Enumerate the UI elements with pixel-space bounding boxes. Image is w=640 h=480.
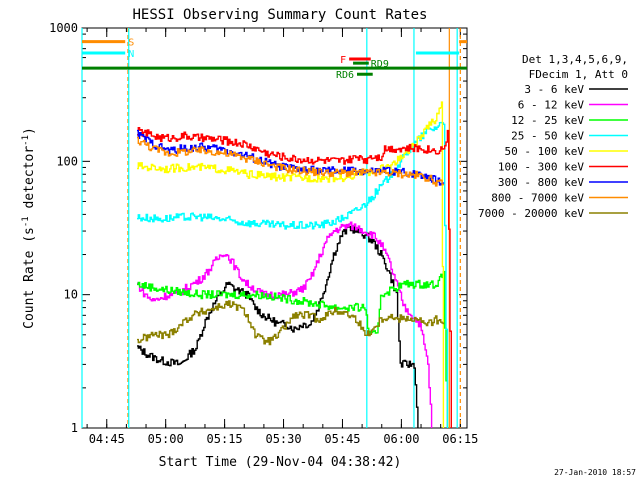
y-axis-label-mid: detector bbox=[22, 146, 37, 217]
y-axis-label: Count Rate (s-1 detector-1) bbox=[21, 127, 37, 329]
flag-label-s: S bbox=[128, 38, 134, 49]
legend-label: 3 - 6 keV bbox=[524, 83, 584, 96]
legend-header-2: FDecim 1, Att 0 bbox=[529, 68, 628, 81]
series-line bbox=[137, 221, 433, 428]
legend-label: 300 - 800 keV bbox=[498, 176, 584, 189]
x-tick-label: 06:15 bbox=[442, 432, 478, 446]
series-line bbox=[137, 127, 452, 428]
flag-label-rd9: RD9 bbox=[371, 59, 389, 70]
series-line bbox=[137, 101, 445, 428]
flag-label-n: N bbox=[128, 49, 134, 60]
series-line bbox=[137, 225, 419, 428]
flag-bars: SN F RD9 RD6 bbox=[82, 38, 467, 81]
flag-label-f: F bbox=[340, 55, 346, 66]
plot-frame bbox=[81, 27, 468, 429]
x-axis-label: Start Time (29-Nov-04 04:38:42) bbox=[159, 455, 402, 470]
legend-label: 25 - 50 keV bbox=[511, 130, 584, 143]
y-tick-label: 1000 bbox=[49, 21, 78, 35]
legend: Det 1,3,4,5,6,9, FDecim 1, Att 0 3 - 6 k… bbox=[478, 53, 628, 220]
series-line bbox=[137, 270, 449, 428]
vertical-markers bbox=[81, 28, 461, 428]
legend-label: 12 - 25 keV bbox=[511, 114, 584, 127]
legend-items: 3 - 6 keV 6 - 12 keV 12 - 25 keV 25 - 50 ke… bbox=[478, 83, 628, 220]
legend-header-1: Det 1,3,4,5,6,9, bbox=[522, 53, 628, 66]
y-tick-label: 100 bbox=[56, 154, 78, 168]
y-axis: 1 10 100 1000 bbox=[49, 21, 467, 435]
y-tick-label: 1 bbox=[71, 421, 78, 435]
x-tick-label: 06:00 bbox=[383, 432, 419, 446]
x-tick-label: 04:45 bbox=[89, 432, 125, 446]
plot-area bbox=[81, 27, 468, 429]
x-tick-label: 05:30 bbox=[265, 432, 301, 446]
y-axis-label-main: Count Rate (s bbox=[22, 227, 37, 329]
x-tick-label: 05:00 bbox=[148, 432, 184, 446]
legend-label: 50 - 100 keV bbox=[505, 145, 585, 158]
x-axis: 04:45 05:00 05:15 05:30 05:45 06:00 06:15 bbox=[86, 28, 478, 446]
y-axis-label-sup1: -1 bbox=[21, 216, 31, 227]
x-tick-label: 05:15 bbox=[207, 432, 243, 446]
footer-timestamp: 27-Jan-2010 18:57 bbox=[554, 468, 636, 477]
legend-label: 7000 - 20000 keV bbox=[478, 207, 584, 220]
chart-title: HESSI Observing Summary Count Rates bbox=[132, 7, 427, 23]
y-axis-label-sup2: -1 bbox=[21, 135, 31, 146]
x-tick-label: 05:45 bbox=[324, 432, 360, 446]
legend-label: 800 - 7000 keV bbox=[491, 192, 584, 205]
flag-label-rd6: RD6 bbox=[336, 70, 354, 81]
y-axis-label-end: ) bbox=[22, 127, 37, 135]
y-tick-label: 10 bbox=[64, 288, 78, 302]
legend-label: 6 - 12 keV bbox=[518, 99, 585, 112]
series-lines bbox=[137, 101, 452, 428]
series-line bbox=[137, 136, 445, 187]
legend-label: 100 - 300 keV bbox=[498, 161, 584, 174]
series-line bbox=[137, 300, 445, 346]
